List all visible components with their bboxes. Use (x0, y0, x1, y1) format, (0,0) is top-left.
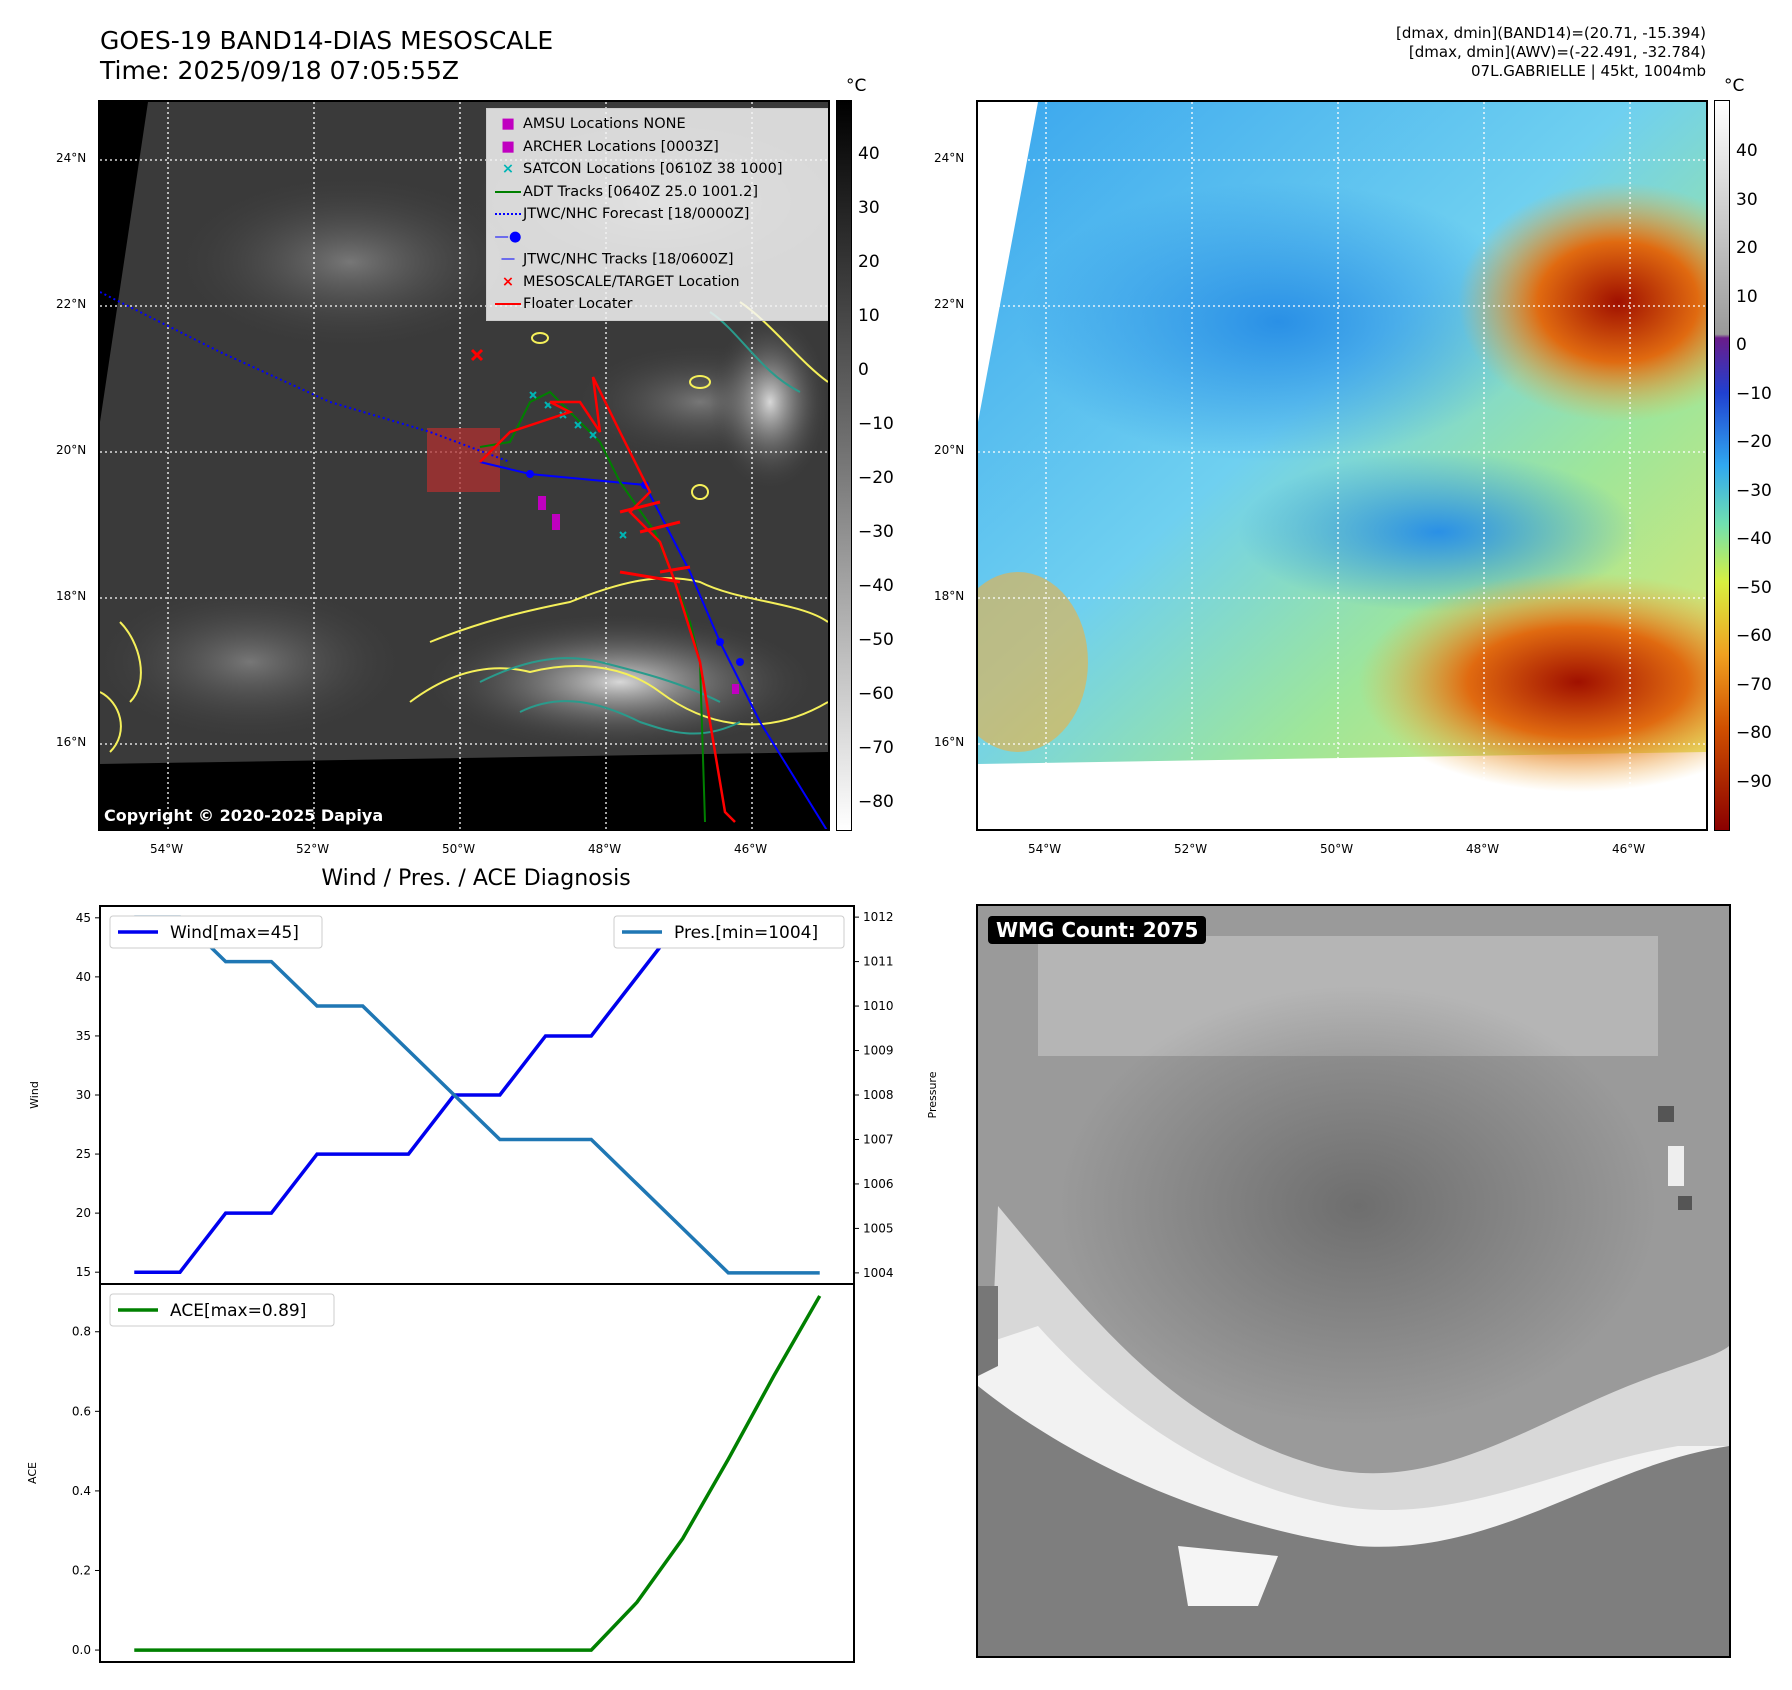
colorbar-right-unit: °C (1724, 76, 1745, 96)
lat-tick-right: 18°N (934, 589, 965, 603)
lon-tick-left: 46°W (734, 842, 768, 856)
target-x (470, 348, 484, 362)
pressure-tick-label: 1004 (863, 1266, 894, 1280)
wind-line (134, 916, 820, 1274)
pressure-tick-label: 1009 (863, 1044, 894, 1058)
lon-tick-right: 48°W (1466, 842, 1500, 856)
pressure-legend-box (613, 915, 845, 949)
colorbar-right (1714, 100, 1730, 831)
lat-tick-right: 22°N (934, 297, 965, 311)
diagnosis-chart: Wind / Pres. / ACE Diagnosis 15 20 25 30 35 4… (26, 866, 939, 1663)
legend-archer: ■ ARCHER Locations [0003Z] (501, 138, 719, 155)
lon-tick-right: 46°W (1612, 842, 1646, 856)
ace-legend: ACE[max=0.89] (109, 1293, 335, 1327)
wind-tick-label: 20 (76, 1206, 91, 1220)
bottom-axes-frame (99, 1283, 855, 1663)
awv-map-panel (976, 100, 1708, 831)
colorbar-left-unit: °C (846, 76, 867, 96)
awv-map (978, 102, 1706, 829)
ace-tick-label: 0.6 (72, 1404, 91, 1418)
lon-tick-right: 54°W (1028, 842, 1062, 856)
lon-tick-left: 48°W (588, 842, 622, 856)
lat-tick-left: 24°N (56, 151, 87, 165)
lat-tick-left: 22°N (56, 297, 87, 311)
wmg-image (978, 906, 1729, 1656)
adt-track (479, 390, 706, 823)
wind-legend: Wind[max=45] (109, 915, 323, 949)
copyright: Copyright © 2020-2025 Dapiya (104, 806, 384, 825)
lat-tick-right: 20°N (934, 443, 965, 457)
legend-satcon: × SATCON Locations [0610Z 38 1000] (501, 161, 783, 177)
pressure-tick-label: 1012 (863, 910, 894, 924)
pressure-line (134, 915, 820, 1275)
storm-info: 07L.GABRIELLE | 45kt, 1004mb (1471, 62, 1706, 80)
pressure-axis-label: Pressure (926, 1071, 939, 1118)
legend-jtwc: —●— JTWC/NHC Tracks [18/0600Z] (494, 228, 734, 268)
figure-title: GOES-19 BAND14-DIAS MESOSCALE Time: 2025… (100, 26, 553, 86)
mesoscale-box (427, 428, 500, 492)
ace-legend-box (109, 1293, 335, 1327)
legend-forecast: JTWC/NHC Forecast [18/0000Z] (493, 203, 827, 226)
ace-tick-label: 0.8 (72, 1325, 91, 1339)
band14-range: [dmax, dmin](BAND14)=(20.71, -15.394) (1395, 24, 1706, 42)
wind-tick-label: 15 (76, 1265, 91, 1279)
colorbar-left (836, 100, 852, 831)
wind-legend-label: Wind[max=45] (170, 923, 299, 943)
wind-tick-label: 25 (76, 1147, 91, 1161)
pressure-tick-label: 1008 (863, 1088, 894, 1102)
wmg-panel: WMG Count: 2075 (976, 904, 1731, 1658)
legend-adt: ADT Tracks [0640Z 25.0 1001.2] (493, 181, 827, 204)
legend-target: × MESOSCALE/TARGET Location (501, 273, 740, 290)
map-legend: ■ AMSU Locations NONE ■ ARCHER Locations [… (486, 108, 828, 321)
wind-tick-label: 45 (76, 911, 91, 925)
lat-tick-left: 20°N (56, 443, 87, 457)
ace-tick-label: 0.0 (72, 1643, 91, 1657)
wind-tick-label: 40 (76, 970, 91, 984)
ace-legend-label: ACE[max=0.89] (170, 1301, 306, 1321)
wind-axis-label: Wind (28, 1081, 41, 1109)
floater-locater (479, 376, 736, 823)
wind-tick-label: 30 (76, 1088, 91, 1102)
ace-line (134, 1295, 822, 1652)
lat-tick-right: 24°N (934, 151, 965, 165)
pressure-legend-label: Pres.[min=1004] (674, 923, 818, 943)
lon-tick-left: 52°W (296, 842, 330, 856)
pressure-tick-label: 1011 (863, 955, 894, 969)
chart-title: Wind / Pres. / ACE Diagnosis (321, 866, 630, 891)
lon-tick-left: 54°W (150, 842, 184, 856)
title-line-2: Time: 2025/09/18 07:05:55Z (100, 56, 459, 85)
wind-legend-box (109, 915, 323, 949)
storm-summary: [dmax, dmin](BAND14)=(20.71, -15.394) [d… (1396, 24, 1706, 81)
lat-tick-left: 18°N (56, 589, 87, 603)
ace-axis-label: ACE (26, 1462, 39, 1484)
lon-tick-left: 50°W (442, 842, 476, 856)
ace-tick-label: 0.4 (72, 1484, 91, 1498)
pressure-tick-label: 1010 (863, 999, 894, 1013)
lat-tick-right: 16°N (934, 735, 965, 749)
lon-tick-right: 52°W (1174, 842, 1208, 856)
pressure-tick-label: 1006 (863, 1177, 894, 1191)
pressure-legend: Pres.[min=1004] (613, 915, 845, 949)
wmg-count-badge: WMG Count: 2075 (988, 916, 1207, 944)
jtwc-track (479, 461, 828, 829)
wind-tick-label: 35 (76, 1029, 91, 1043)
title-line-1: GOES-19 BAND14-DIAS MESOSCALE (100, 26, 554, 55)
ace-tick-label: 0.2 (72, 1563, 91, 1577)
lon-tick-right: 50°W (1320, 842, 1354, 856)
lat-tick-left: 16°N (56, 735, 87, 749)
awv-range: [dmax, dmin](AWV)=(-22.491, -32.784) (1408, 43, 1706, 61)
ir-map (100, 102, 828, 829)
legend-amsu: ■ AMSU Locations NONE (501, 116, 686, 132)
legend-floater: Floater Locater (493, 293, 827, 316)
pressure-tick-label: 1005 (863, 1221, 894, 1235)
pressure-tick-label: 1007 (863, 1132, 894, 1146)
ir-map-panel: ■ AMSU Locations NONE ■ ARCHER Locations [… (98, 100, 830, 831)
